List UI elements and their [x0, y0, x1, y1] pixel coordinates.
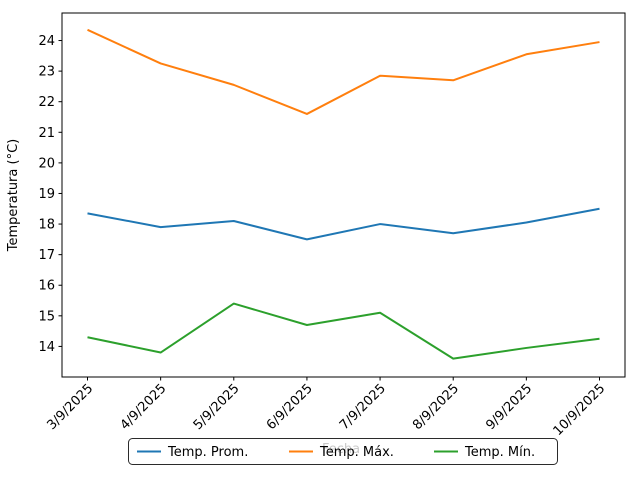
y-tick-label: 24 [38, 34, 55, 49]
legend-item-temp-min: Temp. Mín. [434, 445, 535, 460]
y-tick-label: 20 [38, 156, 55, 171]
y-tick-label: 18 [38, 218, 55, 233]
plot-border [61, 12, 626, 378]
x-tick-label: 10/9/2025 [551, 381, 609, 439]
legend-label-temp-min: Temp. Mín. [464, 445, 535, 460]
y-tick-label: 17 [38, 248, 55, 263]
x-tick-label: 7/9/2025 [337, 381, 389, 433]
y-tick-label: 21 [38, 126, 55, 141]
x-tick-label: 6/9/2025 [264, 381, 316, 433]
y-axis-title: Temperatura (°C) [6, 139, 21, 252]
legend-label-temp-prom: Temp. Prom. [167, 445, 248, 460]
legend-item-temp-max: Temp. Máx. [289, 445, 394, 460]
x-tick-label: 9/9/2025 [483, 381, 535, 433]
legend-item-temp-prom: Temp. Prom. [137, 445, 248, 460]
y-tick-label: 22 [38, 95, 55, 110]
x-axis-title: Fecha [322, 442, 360, 457]
legend-label-temp-max: Temp. Máx. [319, 445, 394, 460]
legend: Fecha Temp. Prom. Temp. Máx. Temp. Mín. [128, 438, 558, 465]
plot-area: 14 15 16 17 18 19 20 21 22 23 24 3/9/2025 4/9/2025 5/… [38, 12, 626, 439]
y-tick-label: 19 [38, 187, 55, 202]
legend-box [128, 438, 558, 465]
series-line-2 [87, 302, 600, 360]
x-tick-label: 8/9/2025 [410, 381, 462, 433]
y-tick-label: 16 [38, 279, 55, 294]
y-tick-label: 23 [38, 65, 55, 80]
x-tick-label: 3/9/2025 [44, 381, 96, 433]
y-tick-label: 14 [38, 340, 55, 355]
series-line-1 [87, 28, 600, 115]
series-line-0 [87, 207, 600, 241]
y-tick-label: 15 [38, 309, 55, 324]
x-tick-label: 4/9/2025 [118, 381, 170, 433]
x-tick-label: 5/9/2025 [191, 381, 243, 433]
